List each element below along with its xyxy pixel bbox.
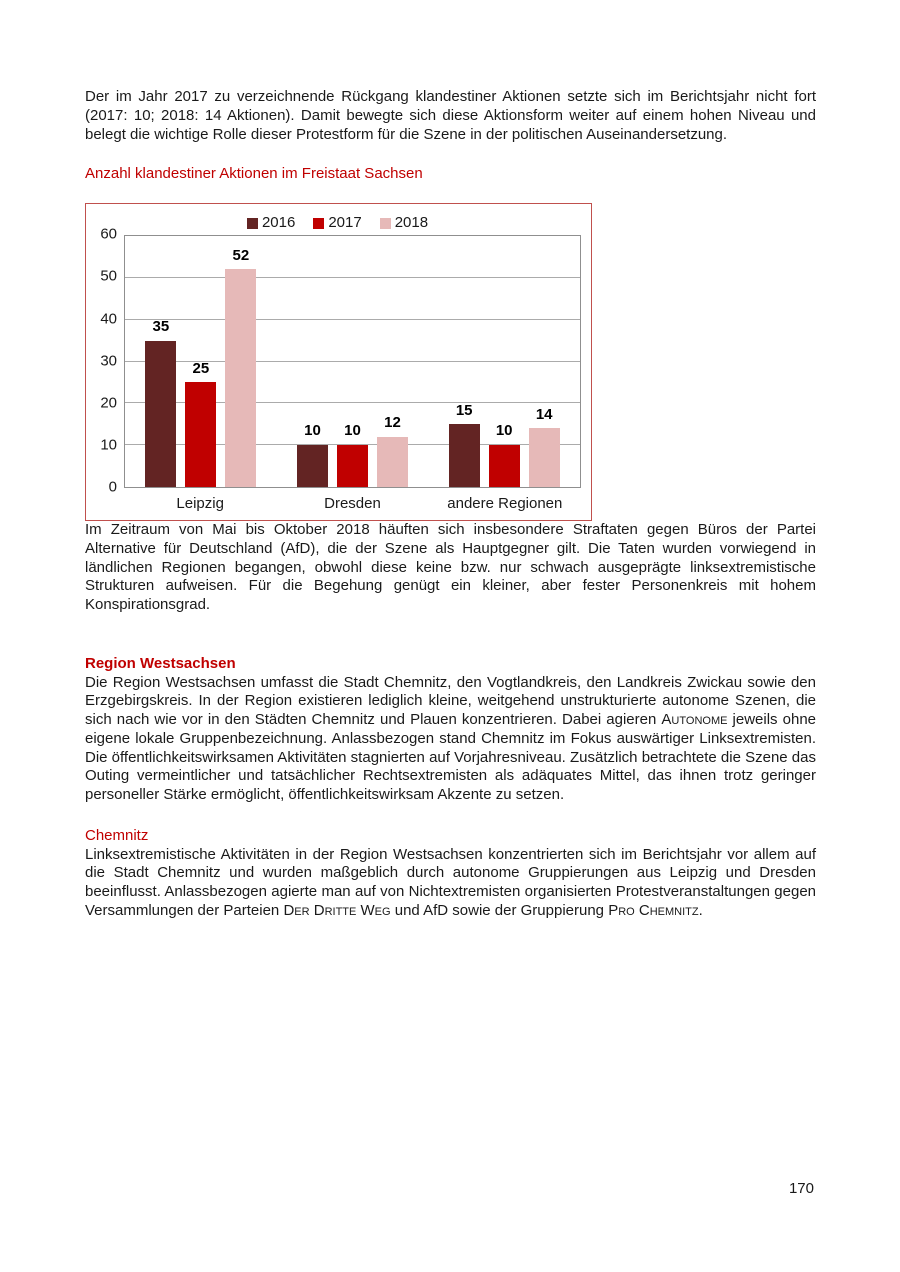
bar-2017 [488,445,520,487]
paragraph-chemnitz: Linksextremistische Aktivitäten in der R… [85,846,816,921]
bar-value-label: 15 [455,401,473,419]
chart-plot-column: 35 25 52 10 10 12 15 10 14 Leipzig Dresden andere … [124,235,581,512]
gridline [125,318,580,320]
bar-wrapper: 10 [297,236,328,487]
gridline [125,402,580,404]
legend-item-2016: 2016 [246,213,296,233]
bar-wrapper: 52 [225,236,257,487]
y-tick-label: 40 [100,309,117,327]
bar-group: 15 10 14 [428,236,580,487]
smallcaps-term: Pro Chemnitz [608,901,699,919]
bar-value-label: 10 [495,422,513,440]
bar-2017 [185,382,217,487]
bar-2016 [297,445,328,487]
smallcaps-term: Der Dritte Weg [283,901,391,919]
bar-2016 [448,424,480,487]
bar-2018 [528,428,560,487]
legend-label: 2018 [394,213,429,231]
legend-swatch [246,217,258,229]
gridline [125,444,580,446]
bar-value-label: 35 [152,317,170,335]
bar-chart: 2016 2017 2018 0 10 20 30 40 50 60 35 25 52 10 10 12 1… [85,203,592,521]
bar-2018 [377,436,408,487]
bar-value-label: 12 [384,414,401,432]
legend-swatch [313,217,325,229]
bar-group: 35 25 52 [125,236,277,487]
gridline [125,276,580,278]
y-tick-label: 50 [100,267,117,285]
gridline [125,360,580,362]
chart-caption: Anzahl klandestiner Aktionen im Freistaa… [85,165,423,183]
bar-wrapper: 35 [145,236,177,487]
heading-region-westsachsen: Region Westsachsen [85,654,236,672]
bar-value-label: 10 [304,422,321,440]
text-segment: . [698,901,703,919]
chart-main: 0 10 20 30 40 50 60 35 25 52 10 10 12 15 10 14 Leipzig… [94,226,581,512]
heading-chemnitz: Chemnitz [85,826,149,844]
y-tick-label: 0 [108,478,117,496]
legend-item-2017: 2017 [313,213,362,233]
bar-2016 [145,340,177,487]
bar-value-label: 52 [232,246,250,264]
x-axis-label: Leipzig [176,495,224,512]
y-tick-label: 10 [100,436,117,454]
y-tick-label: 20 [100,394,117,412]
bar-group: 10 10 12 [277,236,429,487]
legend-label: 2016 [261,213,296,231]
bar-wrapper: 12 [377,236,408,487]
bar-wrapper: 14 [528,236,560,487]
bar-wrapper: 10 [337,236,368,487]
bar-value-label: 14 [535,405,553,423]
legend-label: 2017 [328,213,362,231]
paragraph-intro: Der im Jahr 2017 zu verzeichnende Rückga… [85,88,816,143]
text-segment: jeweils ohne eigene lokale Gruppenbezeic… [85,711,817,803]
chart-y-axis: 0 10 20 30 40 50 60 [94,226,124,496]
chart-plot-area: 35 25 52 10 10 12 15 10 14 [124,235,581,488]
bar-value-label: 25 [192,359,210,377]
legend-swatch [379,217,391,229]
y-tick-label: 30 [100,352,117,370]
bar-value-label: 10 [344,422,361,440]
y-tick-label: 60 [100,225,117,243]
chart-legend: 2016 2017 2018 [94,211,581,235]
bar-wrapper: 25 [185,236,217,487]
bar-wrapper: 15 [448,236,480,487]
page-number: 170 [788,1180,814,1197]
text-segment: und AfD sowie der Gruppierung [390,901,609,919]
x-axis-label: Dresden [324,495,381,512]
legend-item-2018: 2018 [379,213,429,233]
page-content: Der im Jahr 2017 zu verzeichnende Rückga… [85,88,816,921]
paragraph-region-westsachsen: Die Region Westsachsen umfasst die Stadt… [85,674,816,805]
paragraph-afd: Im Zeitraum von Mai bis Oktober 2018 häu… [85,521,816,613]
bar-2018 [225,269,257,487]
x-axis-label: andere Regionen [447,495,563,512]
bar-wrapper: 10 [488,236,520,487]
smallcaps-term: Autonome [661,711,728,728]
chart-x-axis: Leipzig Dresden andere Regionen [124,488,581,514]
text-segment: Linksextremistische Aktivitäten in der R… [85,845,816,919]
text-segment: Die Region Westsachsen umfasst die Stadt… [85,673,816,729]
bar-2017 [337,445,368,487]
